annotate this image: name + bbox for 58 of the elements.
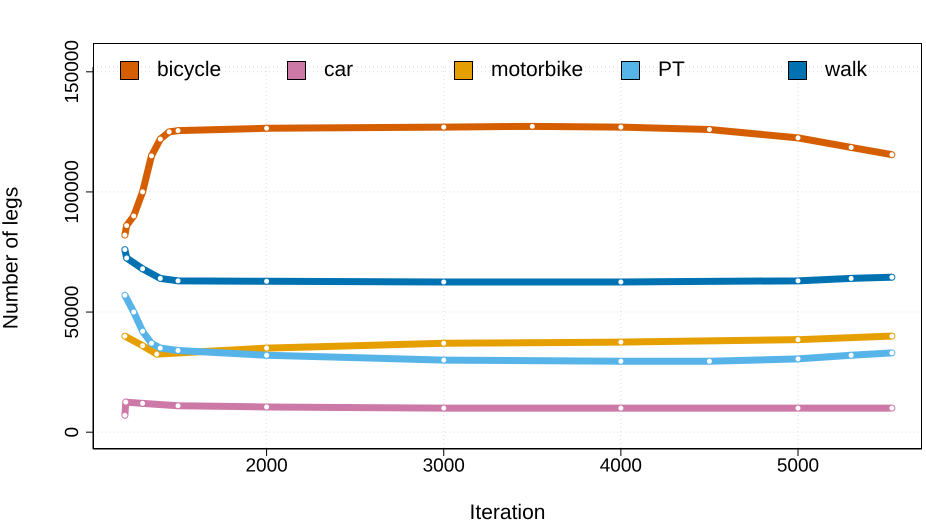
point xyxy=(617,404,624,412)
point xyxy=(139,400,146,407)
point xyxy=(888,274,896,281)
point xyxy=(888,332,896,340)
y-axis-title: Number of legs xyxy=(0,186,22,330)
y-tick-label: 0 xyxy=(62,426,83,438)
point xyxy=(121,232,128,239)
point xyxy=(166,128,173,136)
point xyxy=(156,344,164,352)
point xyxy=(156,274,164,282)
point xyxy=(888,349,896,356)
point xyxy=(121,292,128,299)
point xyxy=(888,404,896,412)
point xyxy=(156,136,164,143)
point xyxy=(440,340,448,347)
y-tick-label: 50000 xyxy=(62,286,83,338)
point xyxy=(148,340,155,347)
x-tick-label: 5000 xyxy=(776,455,820,476)
point xyxy=(153,350,160,358)
point xyxy=(139,188,146,196)
y-tick-label: 150000 xyxy=(62,40,83,104)
x-axis-title: Iteration xyxy=(470,501,546,521)
point xyxy=(617,358,624,365)
point xyxy=(263,352,270,359)
point xyxy=(139,328,146,335)
point xyxy=(440,404,448,412)
legend-label: motorbike xyxy=(491,58,584,82)
point xyxy=(123,254,130,262)
point xyxy=(121,332,128,340)
legend-label: car xyxy=(324,58,354,82)
point xyxy=(617,338,624,346)
legend-label: PT xyxy=(658,58,685,82)
point xyxy=(617,124,624,131)
point xyxy=(263,278,270,285)
point xyxy=(888,151,896,158)
x-tick-label: 2000 xyxy=(245,455,288,476)
point xyxy=(121,246,128,254)
point xyxy=(121,412,128,419)
point xyxy=(139,342,146,350)
point xyxy=(139,265,146,272)
point xyxy=(263,344,270,352)
point xyxy=(148,152,155,160)
x-tick-label: 4000 xyxy=(600,455,642,476)
point xyxy=(440,124,448,131)
legend-label: bicycle xyxy=(157,58,222,82)
point xyxy=(706,358,713,365)
point xyxy=(706,126,713,133)
point xyxy=(848,274,855,282)
point xyxy=(848,144,855,151)
point xyxy=(263,124,270,132)
y-tick-label: 100000 xyxy=(62,160,83,224)
point xyxy=(123,222,130,230)
point xyxy=(848,352,855,359)
legend-label: walk xyxy=(825,58,868,82)
point xyxy=(440,356,448,364)
point xyxy=(528,122,536,130)
x-tick-label: 3000 xyxy=(422,455,465,476)
point xyxy=(122,398,130,406)
